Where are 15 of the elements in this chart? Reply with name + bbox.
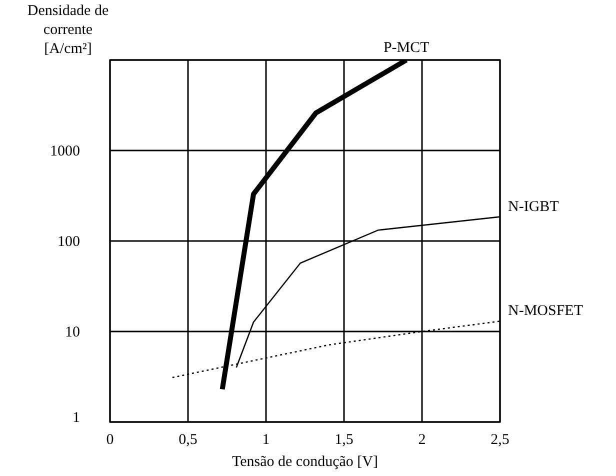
x-tick-label: 1 (262, 432, 270, 448)
x-tick-label: 2 (418, 432, 426, 448)
y-axis-title: Densidade de corrente [A/cm²] (26, 2, 110, 59)
series-label: N-MOSFET (508, 303, 584, 320)
x-tick-label: 2,5 (490, 432, 510, 448)
series-label: P-MCT (383, 40, 430, 56)
y-tick-label: 1 (72, 410, 80, 426)
y-tick-label: 100 (58, 234, 80, 250)
x-axis-title: Tensão de condução [V] (232, 454, 378, 470)
y-tick-label: 10 (65, 324, 80, 340)
x-tick-label: 0 (106, 432, 114, 448)
x-tick-label: 0,5 (178, 432, 198, 448)
series-label: N-IGBT (508, 198, 559, 215)
y-tick-label: 1000 (50, 144, 80, 160)
x-tick-label: 1,5 (334, 432, 354, 448)
